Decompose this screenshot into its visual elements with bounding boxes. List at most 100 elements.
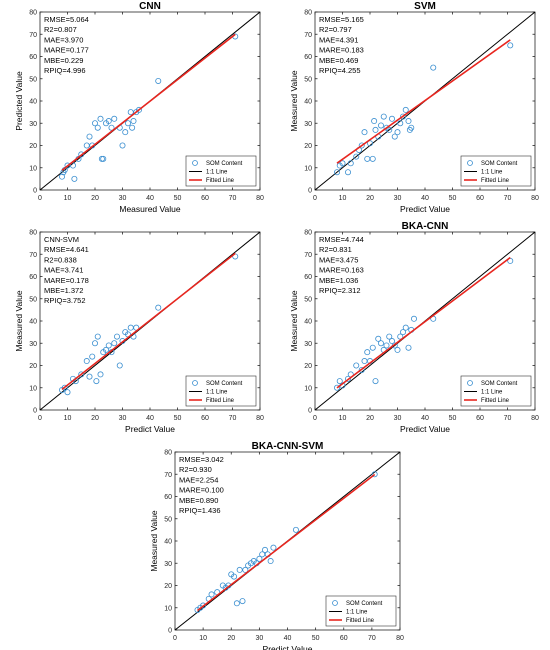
- legend-label: Fitted Line: [206, 178, 235, 184]
- x-axis-label: Measured Value: [119, 204, 181, 214]
- data-point: [399, 329, 406, 336]
- legend-label: SOM Content: [481, 381, 518, 387]
- data-point: [267, 558, 274, 565]
- data-point: [119, 142, 126, 149]
- x-tick-label: 10: [199, 635, 207, 642]
- chart-panel-3: 0 10 20 30 40 50 60 70 80 0 10 20 30 40 50 60 70 80 Predic…: [14, 230, 264, 435]
- y-tick-label: 10: [29, 385, 37, 392]
- x-tick-label: 30: [394, 415, 402, 422]
- x-axis-label: Predict Value: [125, 424, 175, 434]
- metric-text: R2=0.797: [319, 25, 352, 34]
- data-point: [388, 338, 395, 345]
- data-point: [353, 153, 360, 160]
- legend-label: 1:1 Line: [206, 170, 228, 176]
- data-point: [70, 162, 77, 169]
- chart-panel-5: BKA-CNN-SVM 0 10 20 30 40 50 60 70 80 0 10 20 30 40 50 6…: [149, 441, 404, 650]
- x-tick-label: 50: [449, 195, 457, 202]
- data-point: [111, 340, 118, 347]
- legend: SOM Content 1:1 Line Fitted Line: [460, 155, 532, 187]
- y-tick-label: 30: [164, 561, 172, 568]
- metric-text: RPIQ=3.752: [44, 296, 85, 305]
- y-tick-label: 60: [304, 274, 312, 281]
- metric-text: CNN-SVM: [44, 235, 79, 244]
- plot-area: [40, 232, 260, 410]
- x-tick-label: 0: [173, 635, 177, 642]
- data-point: [333, 169, 340, 176]
- data-point: [358, 366, 365, 373]
- data-point: [155, 304, 162, 311]
- plot-area: [315, 12, 535, 190]
- legend-label: SOM Content: [206, 161, 243, 167]
- metric-text: R2=0.930: [179, 465, 212, 474]
- data-point: [410, 315, 417, 322]
- data-point: [430, 64, 437, 71]
- data-point: [61, 384, 68, 391]
- data-point: [344, 169, 351, 176]
- metric-text: MARE=0.183: [319, 46, 364, 55]
- data-point: [397, 333, 404, 340]
- x-tick-label: 80: [256, 415, 264, 422]
- x-tick-label: 20: [227, 635, 235, 642]
- legend: SOM Content 1:1 Line Fitted Line: [185, 375, 257, 407]
- y-tick-label: 70: [304, 252, 312, 259]
- y-tick-label: 80: [164, 450, 172, 457]
- data-point: [353, 362, 360, 369]
- x-tick-label: 40: [146, 415, 154, 422]
- y-tick-label: 80: [29, 10, 37, 17]
- x-tick-label: 70: [368, 635, 376, 642]
- legend: SOM Content 1:1 Line Fitted Line: [325, 595, 397, 627]
- x-tick-label: 60: [340, 635, 348, 642]
- y-tick-label: 10: [164, 605, 172, 612]
- y-tick-label: 10: [304, 385, 312, 392]
- plot-area: [175, 452, 400, 630]
- fitted-line: [336, 256, 511, 389]
- metric-text: MBE=0.890: [179, 496, 218, 505]
- data-point: [116, 362, 123, 369]
- data-point: [111, 115, 118, 122]
- data-point: [130, 118, 137, 125]
- data-point: [119, 338, 126, 345]
- x-tick-label: 80: [256, 195, 264, 202]
- y-tick-label: 60: [29, 274, 37, 281]
- x-tick-label: 60: [201, 195, 209, 202]
- y-tick-label: 40: [304, 99, 312, 106]
- legend-marker-icon: [332, 600, 338, 606]
- legend: SOM Content 1:1 Line Fitted Line: [460, 375, 532, 407]
- x-tick-label: 10: [339, 195, 347, 202]
- metric-text: MAE=3.970: [44, 35, 83, 44]
- chart-title: BKA-CNN: [402, 221, 449, 232]
- x-tick-label: 70: [504, 415, 512, 422]
- data-point: [86, 133, 93, 140]
- data-point: [97, 371, 104, 378]
- y-tick-label: 60: [304, 54, 312, 61]
- x-tick-label: 0: [313, 415, 317, 422]
- data-point: [372, 126, 379, 133]
- data-point: [380, 113, 387, 120]
- x-tick-label: 40: [421, 195, 429, 202]
- y-tick-label: 70: [29, 32, 37, 39]
- data-point: [405, 344, 412, 351]
- y-tick-label: 50: [304, 296, 312, 303]
- data-point: [71, 175, 78, 182]
- y-tick-label: 60: [29, 54, 37, 61]
- y-tick-label: 10: [304, 165, 312, 172]
- metric-text: RPIQ=4.255: [319, 66, 360, 75]
- metric-text: RMSE=4.744: [319, 235, 364, 244]
- data-point: [97, 115, 104, 122]
- data-point: [405, 118, 412, 125]
- y-axis-label: Predicted Value: [14, 71, 24, 131]
- fitted-line: [197, 473, 376, 612]
- x-tick-label: 20: [366, 415, 374, 422]
- x-tick-label: 50: [174, 415, 182, 422]
- x-tick-label: 50: [449, 415, 457, 422]
- data-point: [402, 106, 409, 113]
- data-point: [344, 375, 351, 382]
- y-tick-label: 80: [304, 10, 312, 17]
- x-tick-label: 10: [64, 415, 72, 422]
- x-tick-label: 40: [284, 635, 292, 642]
- y-tick-label: 30: [304, 121, 312, 128]
- legend-label: 1:1 Line: [206, 390, 228, 396]
- data-point: [114, 333, 121, 340]
- data-point: [399, 113, 406, 120]
